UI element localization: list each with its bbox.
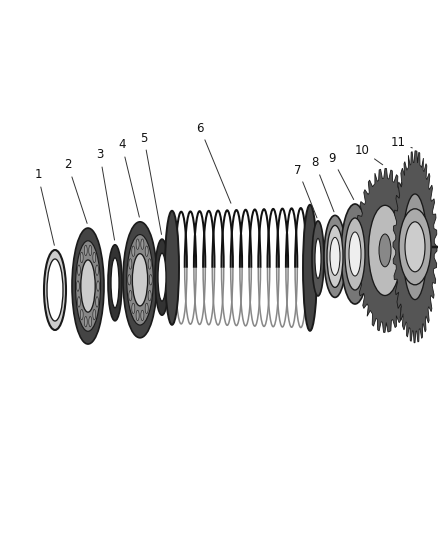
Ellipse shape: [149, 274, 152, 285]
Text: 3: 3: [96, 149, 114, 240]
Ellipse shape: [136, 239, 139, 249]
Ellipse shape: [75, 241, 100, 332]
Ellipse shape: [89, 317, 92, 327]
Ellipse shape: [403, 194, 427, 300]
Ellipse shape: [148, 259, 151, 269]
Text: 11: 11: [391, 136, 412, 149]
Text: 9: 9: [328, 151, 354, 199]
Ellipse shape: [111, 258, 119, 308]
Ellipse shape: [315, 238, 321, 278]
Ellipse shape: [80, 309, 83, 320]
Text: 8: 8: [311, 157, 334, 212]
Ellipse shape: [145, 303, 148, 313]
Ellipse shape: [97, 281, 99, 291]
Ellipse shape: [141, 310, 144, 321]
Ellipse shape: [155, 239, 169, 315]
Ellipse shape: [81, 260, 95, 312]
Ellipse shape: [128, 274, 131, 285]
Ellipse shape: [349, 232, 361, 276]
Ellipse shape: [129, 259, 132, 269]
Ellipse shape: [165, 211, 179, 325]
Ellipse shape: [410, 228, 420, 266]
Ellipse shape: [141, 239, 144, 249]
Ellipse shape: [123, 222, 157, 338]
Ellipse shape: [85, 245, 87, 256]
Text: 4: 4: [118, 139, 139, 217]
Ellipse shape: [399, 209, 431, 285]
Text: 10: 10: [355, 143, 383, 165]
Ellipse shape: [368, 205, 402, 295]
Ellipse shape: [72, 228, 104, 344]
Ellipse shape: [95, 297, 99, 307]
Ellipse shape: [95, 265, 99, 276]
Ellipse shape: [127, 235, 153, 325]
Ellipse shape: [93, 309, 96, 320]
Ellipse shape: [379, 234, 391, 267]
Text: 2: 2: [64, 158, 87, 223]
Ellipse shape: [78, 265, 80, 276]
Ellipse shape: [132, 303, 135, 313]
Ellipse shape: [108, 245, 122, 321]
Ellipse shape: [405, 222, 425, 272]
Polygon shape: [355, 168, 415, 333]
Ellipse shape: [77, 281, 79, 291]
Ellipse shape: [78, 297, 80, 307]
Ellipse shape: [136, 310, 139, 321]
Ellipse shape: [85, 317, 87, 327]
Ellipse shape: [341, 204, 369, 304]
Ellipse shape: [330, 237, 340, 276]
Ellipse shape: [80, 252, 83, 263]
Ellipse shape: [145, 246, 148, 256]
Ellipse shape: [132, 246, 135, 256]
Ellipse shape: [345, 218, 365, 290]
Ellipse shape: [158, 253, 166, 301]
Ellipse shape: [93, 252, 96, 263]
Text: 5: 5: [140, 132, 162, 235]
Ellipse shape: [47, 259, 63, 321]
Text: 7: 7: [294, 164, 317, 218]
Ellipse shape: [312, 221, 324, 296]
Ellipse shape: [89, 245, 92, 256]
Ellipse shape: [44, 250, 66, 330]
Ellipse shape: [148, 290, 151, 301]
Ellipse shape: [324, 215, 346, 297]
Text: 6: 6: [196, 122, 231, 203]
Ellipse shape: [303, 205, 317, 331]
Polygon shape: [393, 151, 437, 343]
Text: 1: 1: [34, 168, 54, 245]
Ellipse shape: [327, 225, 343, 287]
Ellipse shape: [129, 290, 132, 301]
Ellipse shape: [132, 254, 148, 306]
